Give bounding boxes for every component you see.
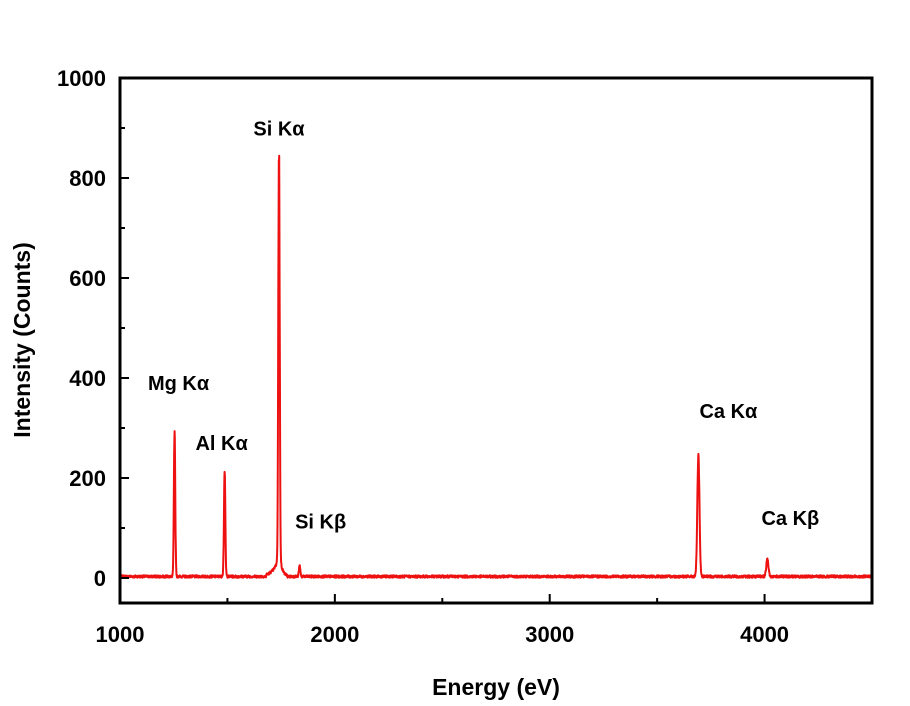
plot-frame bbox=[118, 76, 874, 605]
peak-label: Mg Kα bbox=[148, 373, 210, 395]
peak-label: Si Kβ bbox=[295, 512, 346, 534]
x-axis: 1000 2000 3000 4000 bbox=[96, 594, 789, 647]
x-tick-label: 1000 bbox=[96, 622, 145, 647]
y-tick-label: 600 bbox=[69, 266, 106, 291]
y-tick-label: 200 bbox=[69, 466, 106, 491]
y-axis: 0 200 400 600 800 1000 bbox=[57, 66, 129, 591]
peak-label: Ca Kβ bbox=[761, 508, 819, 530]
peak-label: Ca Kα bbox=[699, 401, 758, 423]
y-tick-label: 1000 bbox=[57, 66, 106, 91]
y-tick-label: 0 bbox=[94, 566, 106, 591]
peak-label: Si Kα bbox=[253, 119, 305, 141]
x-axis-title: Energy (eV) bbox=[432, 674, 560, 700]
y-axis-title: Intensity (Counts) bbox=[9, 242, 35, 438]
peak-labels: Mg Kα Al Kα Si Kα Si Kβ Ca Kα Ca Kβ bbox=[148, 119, 819, 534]
spectrum-line bbox=[119, 154, 873, 579]
y-tick-label: 800 bbox=[69, 166, 106, 191]
x-tick-label: 2000 bbox=[310, 622, 359, 647]
x-tick-label: 4000 bbox=[740, 622, 789, 647]
x-tick-label: 3000 bbox=[525, 622, 574, 647]
peak-label: Al Kα bbox=[195, 433, 248, 455]
y-tick-label: 400 bbox=[69, 366, 106, 391]
spectrum-layer bbox=[119, 154, 873, 579]
